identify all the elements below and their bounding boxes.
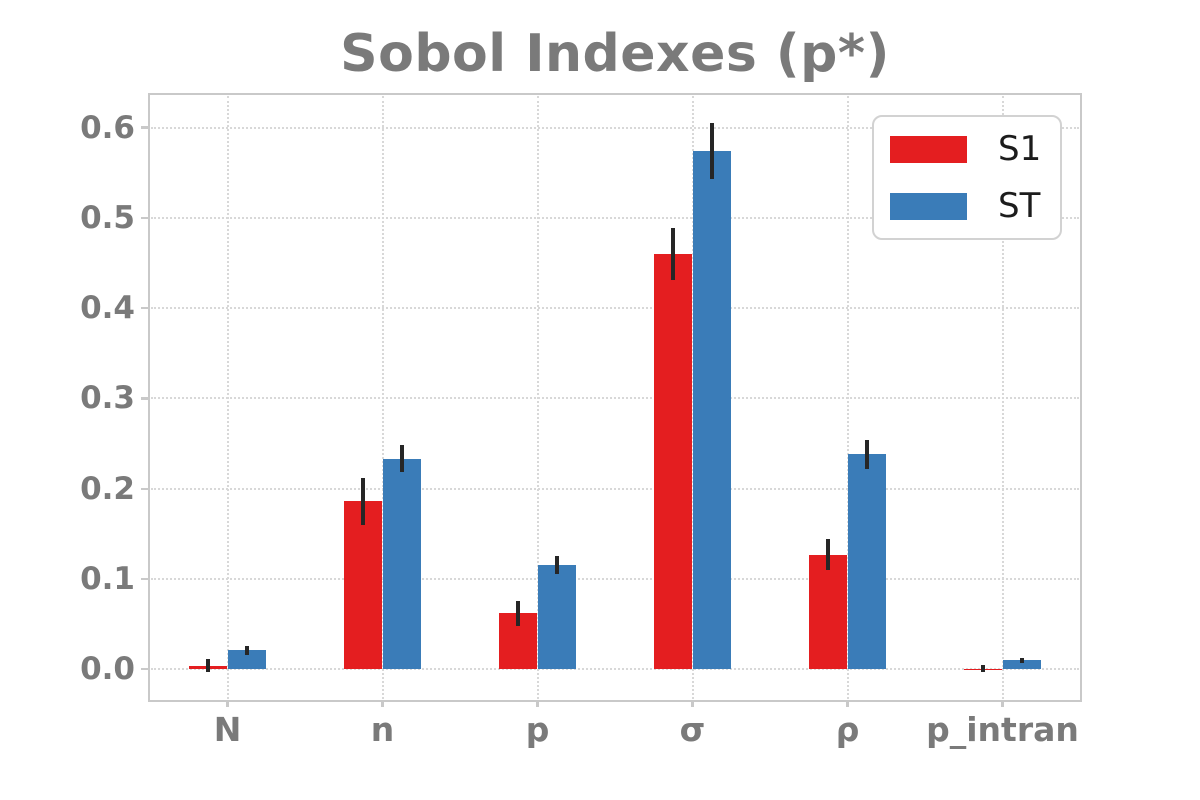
x-tick-mark-1 <box>381 700 384 707</box>
y-tick-mark-3 <box>141 397 149 400</box>
x-tick-mark-2 <box>536 700 539 707</box>
error-bar-st-cat5 <box>1020 657 1024 663</box>
error-bar-s1-cat1 <box>361 477 365 525</box>
error-bar-st-cat4 <box>865 439 869 469</box>
error-bar-s1-cat3 <box>671 227 675 281</box>
y-tick-label-4: 0.4 <box>80 290 135 327</box>
error-bar-s1-cat2 <box>516 600 520 626</box>
y-tick-mark-1 <box>141 577 149 581</box>
y-tick-mark-5 <box>141 216 149 219</box>
bar-st-cat4 <box>848 454 886 670</box>
gridline-y-0.4 <box>151 307 1079 310</box>
legend-item-st: ST <box>890 182 1060 230</box>
error-bar-s1-cat5 <box>981 665 985 673</box>
gridline-y-0.1 <box>151 578 1079 580</box>
gridline-x-2 <box>536 96 539 699</box>
gridline-x-4 <box>846 96 849 699</box>
x-tick-label-0: N <box>213 710 242 749</box>
bar-st-cat1 <box>383 458 421 670</box>
chart-title: Sobol Indexes (p*) <box>340 24 890 84</box>
x-tick-mark-0 <box>226 700 229 707</box>
legend-swatch-s1 <box>890 135 967 163</box>
gridline-y-0.3 <box>151 397 1079 400</box>
bar-st-cat0 <box>228 650 266 670</box>
error-bar-st-cat2 <box>555 556 559 575</box>
x-tick-mark-3 <box>691 700 694 707</box>
legend-label-s1: S1 <box>998 129 1042 169</box>
y-tick-label-6: 0.6 <box>80 109 135 146</box>
gridline-x-0 <box>226 96 229 699</box>
y-tick-label-5: 0.5 <box>80 199 135 236</box>
legend-item-s1: S1 <box>890 125 1060 173</box>
x-tick-label-3: σ <box>679 710 706 749</box>
legend-label-st: ST <box>998 186 1041 226</box>
gridline-y-0.5 <box>151 216 1079 219</box>
y-tick-mark-6 <box>141 126 149 129</box>
x-tick-label-2: p <box>525 710 550 749</box>
y-tick-label-1: 0.1 <box>80 561 135 597</box>
bar-s1-cat3 <box>654 253 692 670</box>
bar-st-cat2 <box>538 565 576 670</box>
error-bar-st-cat0 <box>245 645 249 655</box>
x-tick-mark-4 <box>846 700 849 707</box>
y-tick-mark-2 <box>141 487 149 490</box>
legend-swatch-st <box>890 192 967 220</box>
legend: S1 ST <box>872 115 1062 240</box>
bar-s1-cat1 <box>344 501 382 670</box>
x-tick-mark-5 <box>1001 700 1004 707</box>
gridline-x-3 <box>691 96 694 699</box>
x-tick-label-1: n <box>370 710 395 749</box>
y-tick-label-3: 0.3 <box>80 380 135 417</box>
error-bar-s1-cat4 <box>826 539 830 570</box>
y-tick-label-0: 0.0 <box>80 651 135 688</box>
gridline-y-0.2 <box>151 487 1079 490</box>
bar-st-cat3 <box>693 150 731 670</box>
x-tick-label-5: p_intran <box>926 710 1079 749</box>
gridline-x-1 <box>381 96 384 699</box>
gridline-y-0.0 <box>151 668 1079 671</box>
y-tick-label-2: 0.2 <box>80 470 135 507</box>
bar-st-cat5 <box>1003 660 1041 670</box>
x-tick-label-4: ρ <box>835 710 860 749</box>
error-bar-st-cat3 <box>710 122 714 179</box>
y-tick-mark-0 <box>141 668 149 671</box>
gridline-y-0.6 <box>151 126 1079 129</box>
y-tick-mark-4 <box>141 306 149 310</box>
gridline-x-5 <box>1001 96 1004 699</box>
error-bar-st-cat1 <box>400 445 404 473</box>
bar-s1-cat4 <box>809 554 847 670</box>
error-bar-s1-cat0 <box>206 659 210 672</box>
